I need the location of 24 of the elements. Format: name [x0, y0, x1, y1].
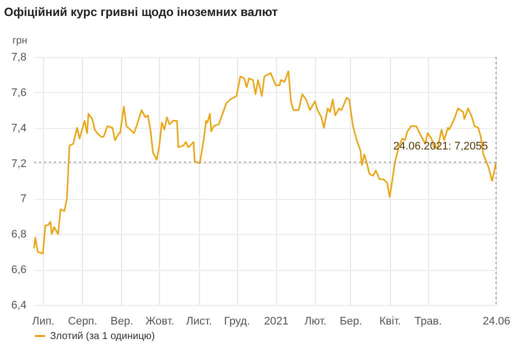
- y-tick-label: 7,6: [11, 86, 26, 99]
- x-tick-label: Вер.: [110, 316, 134, 328]
- chart-title: Офіційний курс гривні щодо іноземних валют: [4, 5, 278, 19]
- x-tick-label: Лют.: [304, 316, 327, 328]
- x-tick-label: Квіт.: [379, 316, 401, 328]
- x-tick-label: Лист.: [186, 316, 212, 328]
- y-tick-label: 7,4: [11, 122, 26, 134]
- x-tick-label: Лип.: [32, 316, 55, 328]
- y-tick-label: 7,2: [11, 158, 26, 170]
- x-tick-label: 2021: [264, 316, 288, 328]
- x-tick-label: Бер.: [340, 316, 362, 328]
- x-tick-label: 24.06: [482, 316, 510, 328]
- y-tick-label: 6,4: [11, 300, 26, 312]
- y-tick-label: 6,8: [11, 228, 26, 241]
- x-tick-label: Трав.: [414, 316, 442, 328]
- x-tick-label: Груд.: [224, 316, 250, 328]
- y-tick-label: 7: [20, 193, 26, 206]
- y-tick-label: 7,8: [11, 52, 26, 64]
- legend-label: Злотий (за 1 одиницю): [50, 331, 155, 342]
- x-tick-label: Серп.: [68, 316, 98, 328]
- y-axis-title: грн: [12, 36, 28, 46]
- line-series: [33, 70, 497, 254]
- x-tick-label: Жовт.: [145, 316, 174, 328]
- y-tick-label: 6,6: [11, 264, 26, 276]
